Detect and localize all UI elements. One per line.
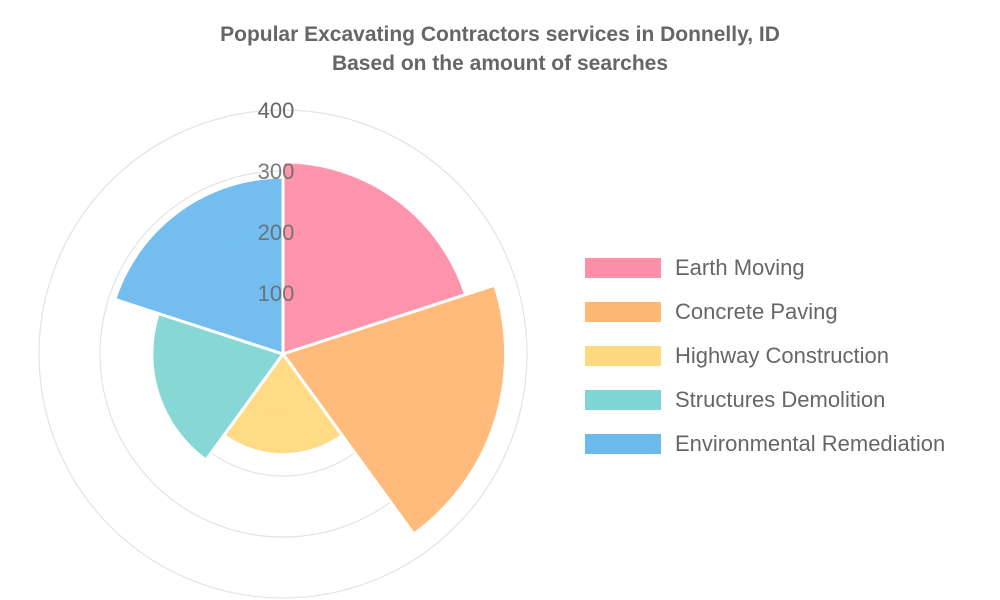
legend-label: Concrete Paving	[675, 299, 838, 324]
chart-subtitle: Based on the amount of searches	[331, 52, 669, 75]
legend-item[interactable]: Environmental Remediation	[585, 422, 945, 466]
legend-swatch	[585, 302, 661, 322]
slice-environmental-remediation	[112, 175, 285, 357]
slice-concrete-paving	[280, 283, 508, 537]
tick-layer: 100 200 300 400	[258, 98, 295, 306]
legend-swatch	[585, 390, 661, 410]
slice-highway-construction	[221, 351, 345, 457]
r-tick-label: 100	[258, 281, 295, 306]
legend-swatch	[585, 434, 661, 454]
legend-item[interactable]: Earth Moving	[585, 246, 945, 290]
legend-label: Environmental Remediation	[675, 431, 946, 456]
legend-item[interactable]: Concrete Paving	[585, 290, 945, 334]
r-tick-label: 400	[258, 98, 295, 123]
slice-earth-moving	[281, 160, 468, 357]
grid-circle	[38, 109, 528, 599]
legend-label: Earth Moving	[675, 255, 805, 280]
legend: Earth Moving Concrete Paving Highway Const…	[585, 246, 945, 466]
slice-structures-demolition	[150, 311, 286, 463]
legend-label: Highway Construction	[675, 343, 889, 368]
slice-layer	[112, 160, 508, 537]
legend-item[interactable]: Structures Demolition	[585, 378, 945, 422]
r-tick-label: 200	[258, 220, 295, 245]
r-tick-label: 300	[258, 159, 295, 184]
legend-swatch	[585, 258, 661, 278]
legend-swatch	[585, 346, 661, 366]
chart-title: Popular Excavating Contractors services …	[220, 23, 780, 46]
legend-label: Structures Demolition	[675, 387, 886, 412]
legend-item[interactable]: Highway Construction	[585, 334, 945, 378]
